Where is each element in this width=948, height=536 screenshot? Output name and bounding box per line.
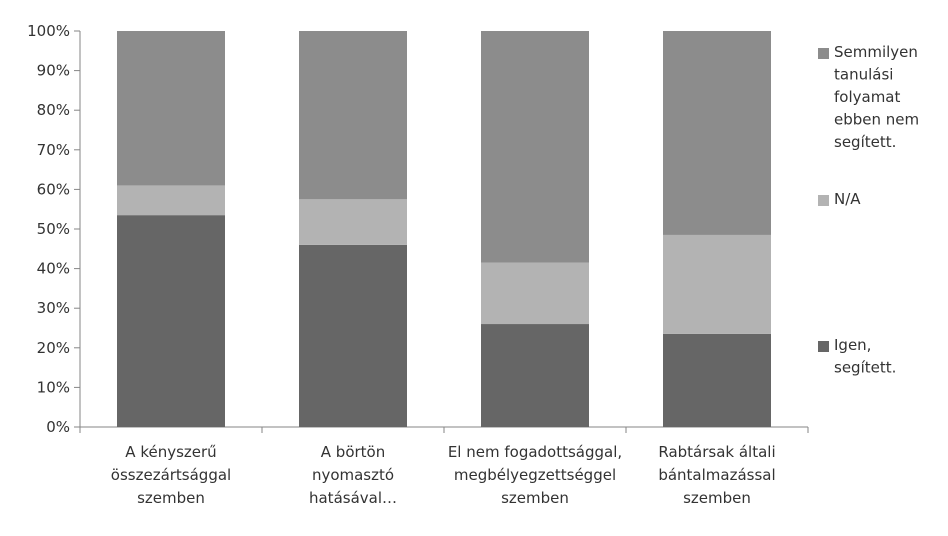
x-category-label: El nem fogadottsággal, megbélyegzettségge… [448, 443, 622, 507]
bar-segment [663, 234, 771, 334]
y-tick-label: 20% [37, 339, 70, 357]
legend-label: Igen, segített. [834, 336, 896, 377]
legend-item: N/A [818, 190, 861, 208]
x-category-label-line: hatásával… [309, 489, 397, 507]
y-tick-label: 100% [27, 22, 70, 40]
x-category-label-line: A kényszerű [125, 443, 216, 461]
bar-segment [481, 324, 589, 427]
bar-segment [663, 31, 771, 235]
bar-segment [299, 244, 407, 427]
x-category-label-line: szemben [501, 489, 569, 507]
x-category-label: Rabtársak általi bántalmazással szemben [658, 443, 775, 507]
bar-segment [117, 215, 225, 427]
legend-swatch [818, 341, 829, 352]
legend-label-line: segített. [834, 359, 896, 377]
y-tick-label: 30% [37, 299, 70, 317]
y-tick-labels: 0% 10% 20% 30% 40% 50% 60% 70% 80% 90% 100% [27, 22, 70, 436]
bar-segment [117, 31, 225, 186]
x-category-label-line: bántalmazással [658, 466, 775, 484]
legend-label-line: tanulási [834, 66, 893, 84]
legend-swatch [818, 48, 829, 59]
x-category-label-line: összezártsággal [111, 466, 231, 484]
legend-item: Igen, segített. [818, 336, 896, 377]
bar-segment [481, 31, 589, 263]
x-category-label-line: El nem fogadottsággal, [448, 443, 622, 461]
y-tick-label: 90% [37, 62, 70, 80]
x-category-label-line: Rabtársak általi [658, 443, 775, 461]
y-tick-label: 70% [37, 141, 70, 159]
legend-label: N/A [834, 190, 861, 208]
legend-label-line: folyamat [834, 88, 900, 106]
legend-label: Semmilyen tanulási folyamat ebben nem segíte… [834, 43, 919, 151]
y-tick-label: 50% [37, 220, 70, 238]
legend-label-line: ebben nem [834, 111, 919, 129]
legend-item: Semmilyen tanulási folyamat ebben nem segíte… [818, 43, 919, 151]
bar-segment [299, 31, 407, 200]
x-category-label-line: megbélyegzettséggel [454, 466, 616, 484]
legend: Semmilyen tanulási folyamat ebben nem segíte… [818, 43, 919, 377]
legend-label-line: segített. [834, 133, 896, 151]
legend-label-line: N/A [834, 190, 861, 208]
legend-label-line: Semmilyen [834, 43, 918, 61]
legend-label-line: Igen, [834, 336, 871, 354]
y-tick-label: 40% [37, 260, 70, 278]
x-category-label: A kényszerű összezártsággal szemben [111, 443, 231, 507]
x-category-label-line: A börtön [321, 443, 385, 461]
bars [117, 31, 771, 427]
y-tick-label: 60% [37, 180, 70, 198]
bar-segment [663, 333, 771, 427]
y-tick-label: 80% [37, 101, 70, 119]
bar-segment [117, 185, 225, 216]
x-category-labels: A kényszerű összezártsággal szemben A börtö… [111, 443, 776, 507]
x-category-label-line: szemben [137, 489, 205, 507]
x-category-label-line: szemben [683, 489, 751, 507]
x-category-label-line: nyomasztó [312, 466, 394, 484]
bar-segment [299, 199, 407, 245]
y-tick-label: 0% [46, 418, 70, 436]
bar-segment [481, 262, 589, 325]
x-category-label: A börtön nyomasztó hatásával… [309, 443, 397, 507]
y-tick-label: 10% [37, 378, 70, 396]
legend-swatch [818, 195, 829, 206]
